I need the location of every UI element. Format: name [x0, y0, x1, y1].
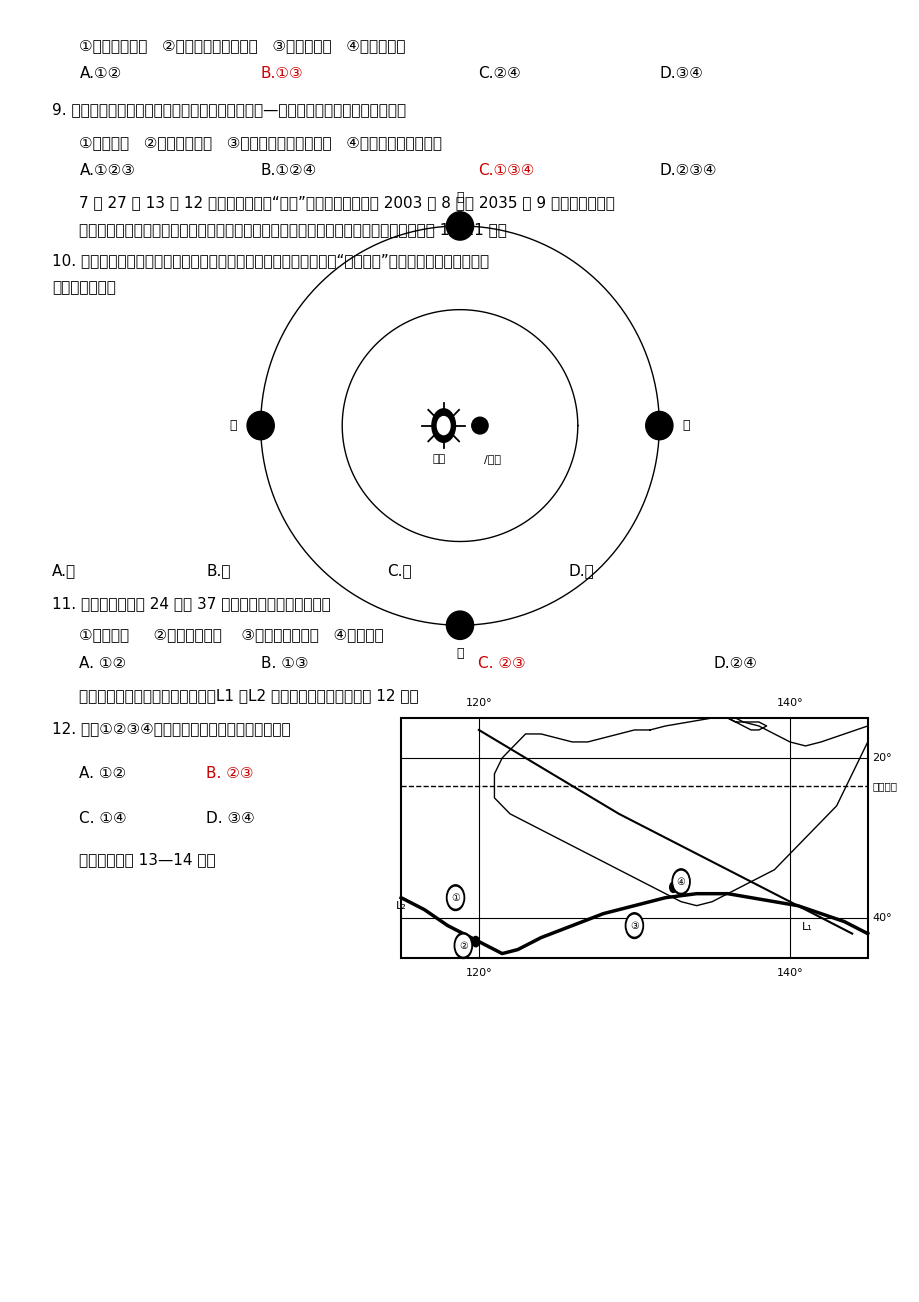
Text: D.②④: D.②④: [713, 656, 756, 672]
Text: C. ①④: C. ①④: [79, 811, 127, 825]
Text: 丙: 丙: [230, 419, 237, 432]
Text: D.丁: D.丁: [568, 564, 594, 578]
Text: 甲: 甲: [682, 419, 689, 432]
Text: 冲时的位置的是: 冲时的位置的是: [52, 280, 116, 296]
Text: 12. 图中①②③④四地中，最可能出现阴雨天气的是: 12. 图中①②③④四地中，最可能出现阴雨天气的是: [52, 721, 290, 736]
Text: 140°: 140°: [776, 698, 802, 708]
Circle shape: [671, 868, 689, 894]
Ellipse shape: [247, 411, 274, 440]
Text: D.③④: D.③④: [659, 66, 702, 82]
Circle shape: [431, 409, 455, 443]
Text: 40°: 40°: [871, 913, 891, 923]
Text: A. ①②: A. ①②: [79, 766, 127, 781]
Ellipse shape: [446, 611, 473, 639]
Text: C.丙: C.丙: [387, 564, 412, 578]
Text: 7 月 27 日 13 时 12 分，将发生火星“大冲”。届时火星行至自 2003 年 8 月至 2035 年 9 月间与地球距离: 7 月 27 日 13 时 12 分，将发生火星“大冲”。届时火星行至自 200…: [79, 195, 615, 210]
Text: /地球: /地球: [484, 454, 501, 464]
Text: 20°: 20°: [871, 753, 891, 763]
Circle shape: [437, 417, 449, 435]
Text: 120°: 120°: [465, 967, 492, 978]
Ellipse shape: [471, 417, 488, 434]
Circle shape: [669, 883, 676, 892]
Text: 140°: 140°: [776, 967, 802, 978]
Text: 10. 火星大冲时，火星、地球和太阳依次排成一条直线，而且与太阳“此升彼落”。下图中正确反映火星大: 10. 火星大冲时，火星、地球和太阳依次排成一条直线，而且与太阳“此升彼落”。下…: [52, 253, 489, 268]
Text: A.①②③: A.①②③: [79, 163, 135, 178]
Text: B.①②④: B.①②④: [260, 163, 316, 178]
Text: ①: ①: [450, 893, 460, 902]
Ellipse shape: [645, 411, 672, 440]
Text: B. ①③: B. ①③: [260, 656, 308, 672]
Circle shape: [471, 936, 479, 947]
Text: B. ②③: B. ②③: [206, 766, 254, 781]
Circle shape: [448, 888, 462, 907]
Text: 读下图，完成 13—14 题。: 读下图，完成 13—14 题。: [79, 853, 216, 867]
Text: D. ③④: D. ③④: [206, 811, 255, 825]
Text: B.①③: B.①③: [260, 66, 303, 82]
Text: 最近的位置，红色的火星既大又非常明亮，是夏季整夜观测火星的最佳时机。读图，完成 10-11 题。: 最近的位置，红色的火星既大又非常明亮，是夏季整夜观测火星的最佳时机。读图，完成 …: [79, 223, 506, 237]
Circle shape: [456, 935, 470, 956]
Circle shape: [446, 885, 464, 910]
Text: C.①③④: C.①③④: [478, 163, 534, 178]
Text: ①商品率高   ②机械化水平高   ③合理安排农业生产时间   ④建立了良性生态系统: ①商品率高 ②机械化水平高 ③合理安排农业生产时间 ④建立了良性生态系统: [79, 134, 442, 150]
Text: 乙: 乙: [456, 191, 463, 204]
Text: ②: ②: [459, 940, 467, 950]
Text: ④: ④: [676, 876, 685, 887]
Text: A.①②: A.①②: [79, 66, 121, 82]
Ellipse shape: [446, 212, 473, 240]
Bar: [401, 717, 867, 957]
Circle shape: [627, 915, 641, 936]
Text: ①光照稳定     ②表面温度适中    ③可能具有液态水   ④大气稀薄: ①光照稳定 ②表面温度适中 ③可能具有液态水 ④大气稀薄: [79, 626, 383, 642]
Text: 丁: 丁: [456, 647, 463, 660]
Text: 太阳: 太阳: [432, 454, 446, 464]
Text: 120°: 120°: [465, 698, 492, 708]
Text: D.②③④: D.②③④: [659, 163, 716, 178]
Text: ③: ③: [630, 921, 638, 931]
Text: 南回归线: 南回归线: [871, 781, 896, 790]
Text: L₁: L₁: [801, 922, 812, 932]
Text: A.甲: A.甲: [52, 564, 76, 578]
Text: L₂: L₂: [395, 901, 405, 910]
Text: 9. 昭通市部分果农发展的生态农业和澳大利亚墨累—达令盆地农业生产的共同特点有: 9. 昭通市部分果农发展的生态农业和澳大利亚墨累—达令盆地农业生产的共同特点有: [52, 103, 406, 117]
Circle shape: [454, 932, 471, 958]
Text: B.乙: B.乙: [206, 564, 231, 578]
Text: 11. 火星自转周期为 24 小时 37 分，下列哪些现象与之有关: 11. 火星自转周期为 24 小时 37 分，下列哪些现象与之有关: [52, 596, 331, 611]
Text: ①气温日较差大   ②苹果生长期内白昼长   ③上市时间早   ④年降水量大: ①气温日较差大 ②苹果生长期内白昼长 ③上市时间早 ④年降水量大: [79, 38, 405, 53]
Circle shape: [673, 871, 687, 892]
Text: 下图为某区域的天气系统分布图，L1 和L2 为锋面系统。读图，完成 12 题。: 下图为某区域的天气系统分布图，L1 和L2 为锋面系统。读图，完成 12 题。: [79, 689, 418, 703]
Text: C.②④: C.②④: [478, 66, 520, 82]
Text: C. ②③: C. ②③: [478, 656, 525, 672]
Text: A. ①②: A. ①②: [79, 656, 127, 672]
Circle shape: [625, 913, 642, 939]
